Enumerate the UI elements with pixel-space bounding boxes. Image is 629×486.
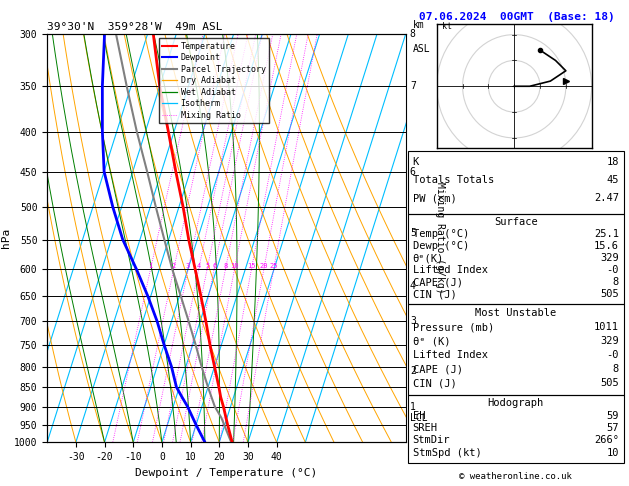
Text: 6: 6 <box>410 167 416 176</box>
Text: Lifted Index: Lifted Index <box>413 265 487 275</box>
Text: CAPE (J): CAPE (J) <box>413 277 462 287</box>
Text: CIN (J): CIN (J) <box>413 289 457 299</box>
Text: 1: 1 <box>148 263 153 269</box>
Text: Totals Totals: Totals Totals <box>413 175 494 185</box>
Text: 505: 505 <box>600 289 619 299</box>
Text: 25.1: 25.1 <box>594 229 619 239</box>
Text: 8: 8 <box>223 263 228 269</box>
Text: 45: 45 <box>606 175 619 185</box>
Text: 10: 10 <box>606 448 619 458</box>
Text: 3: 3 <box>186 263 190 269</box>
Text: 3: 3 <box>410 316 416 326</box>
Text: 18: 18 <box>606 157 619 167</box>
Text: 5: 5 <box>410 228 416 238</box>
Text: 266°: 266° <box>594 435 619 445</box>
Text: 10: 10 <box>230 263 239 269</box>
Legend: Temperature, Dewpoint, Parcel Trajectory, Dry Adiabat, Wet Adiabat, Isotherm, Mi: Temperature, Dewpoint, Parcel Trajectory… <box>159 38 269 123</box>
Text: Temp (°C): Temp (°C) <box>413 229 469 239</box>
Text: 505: 505 <box>600 378 619 388</box>
Text: θᵉ(K): θᵉ(K) <box>413 253 444 263</box>
Text: 57: 57 <box>606 423 619 433</box>
Text: StmDir: StmDir <box>413 435 450 445</box>
Text: kt: kt <box>442 22 452 32</box>
Text: PW (cm): PW (cm) <box>413 193 457 203</box>
Text: EH: EH <box>413 411 425 420</box>
Text: 7: 7 <box>410 81 416 91</box>
Text: Most Unstable: Most Unstable <box>475 308 557 318</box>
Text: 1011: 1011 <box>594 322 619 332</box>
Text: SREH: SREH <box>413 423 438 433</box>
X-axis label: Dewpoint / Temperature (°C): Dewpoint / Temperature (°C) <box>135 468 318 478</box>
Text: 4: 4 <box>410 280 416 291</box>
Text: θᵉ (K): θᵉ (K) <box>413 336 450 346</box>
Text: 8: 8 <box>613 364 619 374</box>
Text: ASL: ASL <box>413 44 430 54</box>
Text: K: K <box>413 157 419 167</box>
Text: 59: 59 <box>606 411 619 420</box>
Text: 2: 2 <box>172 263 176 269</box>
Text: 39°30'N  359°28'W  49m ASL: 39°30'N 359°28'W 49m ASL <box>47 22 223 32</box>
Text: © weatheronline.co.uk: © weatheronline.co.uk <box>459 472 572 481</box>
Text: 15: 15 <box>247 263 255 269</box>
Text: LCL: LCL <box>410 413 428 423</box>
Text: 25: 25 <box>269 263 278 269</box>
Text: 1: 1 <box>410 401 416 412</box>
Text: 329: 329 <box>600 336 619 346</box>
Text: 20: 20 <box>260 263 268 269</box>
Text: 5: 5 <box>205 263 209 269</box>
Text: -0: -0 <box>606 265 619 275</box>
Text: km: km <box>413 20 425 30</box>
Text: StmSpd (kt): StmSpd (kt) <box>413 448 481 458</box>
Text: 15.6: 15.6 <box>594 241 619 251</box>
Text: Surface: Surface <box>494 217 538 227</box>
Text: CAPE (J): CAPE (J) <box>413 364 462 374</box>
Text: Lifted Index: Lifted Index <box>413 350 487 360</box>
Text: 2: 2 <box>410 366 416 376</box>
Text: 8: 8 <box>410 29 416 39</box>
Text: Pressure (mb): Pressure (mb) <box>413 322 494 332</box>
Text: -0: -0 <box>606 350 619 360</box>
Text: 8: 8 <box>613 277 619 287</box>
Text: 07.06.2024  00GMT  (Base: 18): 07.06.2024 00GMT (Base: 18) <box>419 12 615 22</box>
Text: Dewp (°C): Dewp (°C) <box>413 241 469 251</box>
Text: CIN (J): CIN (J) <box>413 378 457 388</box>
Text: 329: 329 <box>600 253 619 263</box>
Text: 6: 6 <box>212 263 216 269</box>
Text: 2.47: 2.47 <box>594 193 619 203</box>
Text: Hodograph: Hodograph <box>487 398 544 408</box>
Y-axis label: hPa: hPa <box>1 228 11 248</box>
Text: 4: 4 <box>197 263 201 269</box>
Y-axis label: Mixing Ratio (g/kg): Mixing Ratio (g/kg) <box>435 182 445 294</box>
